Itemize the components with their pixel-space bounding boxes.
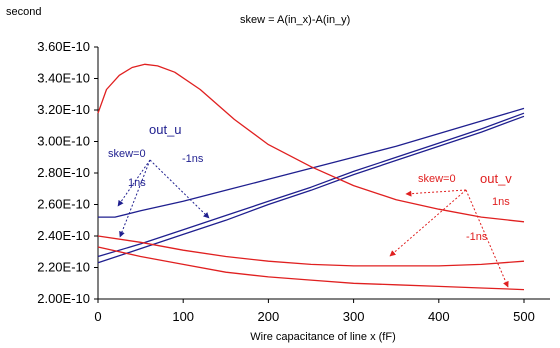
out-u-line-3 <box>97 115 525 264</box>
out-u-line-1 <box>98 107 525 218</box>
out-u-arrow-skew0 <box>117 159 151 207</box>
x-ticks: 0 100 200 300 400 500 <box>94 299 535 324</box>
out-u-arrow-neg1ns <box>149 159 210 219</box>
x-tick-label: 500 <box>513 309 535 324</box>
y-tick-label: 2.40E-10 <box>37 228 90 243</box>
x-tick-label: 300 <box>343 309 365 324</box>
y-tick-label: 2.60E-10 <box>37 197 90 212</box>
out-v-annotations: out_v skew=0 1ns -1ns <box>389 171 512 288</box>
out-v-line-1 <box>97 63 525 223</box>
series-group <box>97 63 525 291</box>
out-u-line-2 <box>97 112 525 258</box>
y-tick-label: 3.00E-10 <box>37 134 90 149</box>
out-u-label: out_u <box>149 122 182 137</box>
y-tick-label: 3.60E-10 <box>37 39 90 54</box>
y-ticks: 2.00E-10 2.20E-10 2.40E-10 2.60E-10 2.80E-10… <box>37 39 98 306</box>
skew-formula: skew = A(in_x)-A(in_y) <box>240 14 350 26</box>
y-tick-label: 3.20E-10 <box>37 102 90 117</box>
out-u-arrow-1ns <box>119 159 151 238</box>
y-axis-label: second <box>6 6 41 18</box>
out-v-neg1ns-label: -1ns <box>466 231 488 243</box>
out-v-arrow-neg1ns <box>465 189 509 288</box>
out-v-arrow-1ns <box>389 189 467 257</box>
y-tick-label: 2.20E-10 <box>37 260 90 275</box>
x-tick-label: 200 <box>258 309 280 324</box>
x-tick-label: 400 <box>428 309 450 324</box>
x-axis-label: Wire capacitance of line x (fF) <box>250 331 396 343</box>
out-u-annotations: out_u skew=0 1ns -1ns <box>108 122 210 238</box>
out-v-1ns-label: 1ns <box>492 196 510 208</box>
y-tick-label: 2.00E-10 <box>37 291 90 306</box>
out-v-label: out_v <box>480 171 512 186</box>
out-u-neg1ns-label: -1ns <box>182 153 204 165</box>
y-tick-label: 2.80E-10 <box>37 165 90 180</box>
out-v-arrow-skew0 <box>405 189 467 197</box>
x-tick-label: 100 <box>172 309 194 324</box>
out-v-skew0-label: skew=0 <box>418 173 456 185</box>
out-v-line-2 <box>97 235 525 267</box>
out-u-skew0-label: skew=0 <box>108 148 146 160</box>
x-tick-label: 0 <box>94 309 101 324</box>
out-v-line-3 <box>97 246 525 291</box>
y-tick-label: 3.40E-10 <box>37 71 90 86</box>
